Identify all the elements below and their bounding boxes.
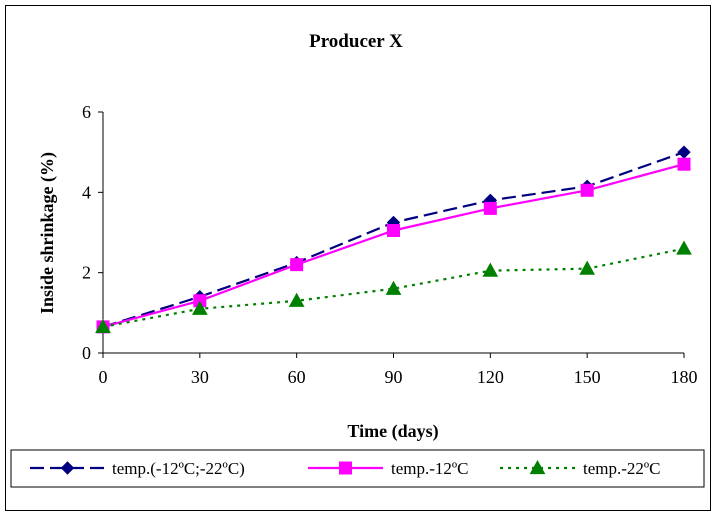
y-axis-label: Inside shrinkage (%) xyxy=(37,152,58,314)
data-point xyxy=(290,258,304,272)
legend-marker xyxy=(60,461,75,475)
legend-marker xyxy=(339,461,352,475)
data-point xyxy=(387,223,400,237)
x-tick-label: 90 xyxy=(385,367,403,387)
legend-label: temp.(-12ºC;-22ºC) xyxy=(112,459,245,478)
data-point xyxy=(677,157,691,171)
y-tick-label: 0 xyxy=(82,343,91,363)
legend-item: temp.-12ºC xyxy=(308,459,469,478)
data-point xyxy=(385,280,402,295)
data-point xyxy=(483,201,497,215)
chart-title: Producer X xyxy=(309,31,403,52)
y-tick-label: 4 xyxy=(82,182,91,202)
legend-item: temp.(-12ºC;-22ºC) xyxy=(30,459,245,478)
data-point xyxy=(579,260,596,275)
series-2 xyxy=(96,157,691,334)
data-point xyxy=(95,318,111,333)
data-point xyxy=(676,240,692,255)
series-layer xyxy=(95,145,692,334)
series-line xyxy=(102,151,685,328)
legend-label: temp.-22ºC xyxy=(583,459,661,478)
series-line xyxy=(102,163,685,328)
chart-frame xyxy=(5,5,711,511)
data-point xyxy=(288,292,305,307)
x-tick-label: 150 xyxy=(574,367,601,387)
data-point xyxy=(482,262,499,277)
legend-item: temp.-22ºC xyxy=(500,459,661,478)
x-tick-label: 60 xyxy=(288,367,306,387)
data-point xyxy=(677,145,691,159)
x-tick-label: 180 xyxy=(671,367,698,387)
data-point xyxy=(580,183,594,197)
x-tick-label: 30 xyxy=(191,367,209,387)
legend-marker xyxy=(529,459,546,475)
x-ticks: 0 30 60 90 120 150 180 xyxy=(99,353,698,387)
series-3 xyxy=(95,240,692,333)
y-tick-label: 6 xyxy=(82,102,91,122)
y-tick-label: 2 xyxy=(82,263,91,283)
legend-label: temp.-12ºC xyxy=(391,459,469,478)
legend: temp.(-12ºC;-22ºC) temp.-12ºC temp.-22ºC xyxy=(30,459,661,478)
x-tick-label: 0 xyxy=(99,367,108,387)
x-tick-label: 120 xyxy=(477,367,504,387)
x-axis-label: Time (days) xyxy=(347,421,438,442)
y-ticks: 0 2 4 6 xyxy=(82,102,103,363)
data-point xyxy=(191,300,208,315)
